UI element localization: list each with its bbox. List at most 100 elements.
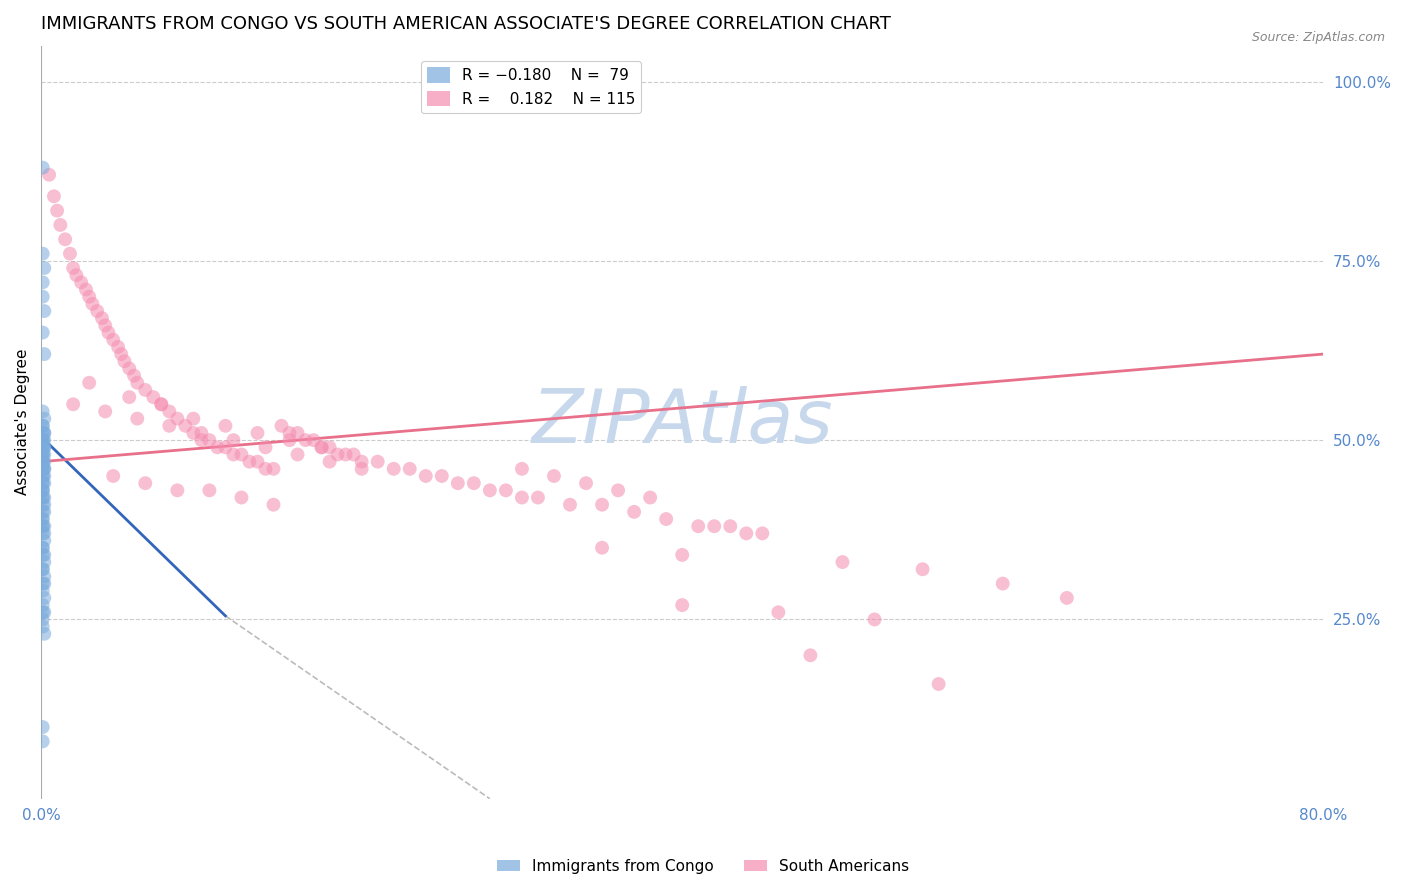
Point — [118, 361, 141, 376]
Point — [62, 260, 84, 275]
Point — [70, 276, 93, 290]
Point — [31, 619, 53, 633]
Point — [31, 720, 53, 734]
Point — [430, 469, 453, 483]
Point — [350, 455, 373, 469]
Point — [31, 612, 53, 626]
Point — [463, 476, 485, 491]
Point — [495, 483, 517, 498]
Point — [110, 347, 132, 361]
Point — [59, 246, 82, 260]
Point — [671, 548, 693, 562]
Point — [335, 448, 357, 462]
Point — [768, 605, 790, 619]
Point — [166, 483, 188, 498]
Point — [91, 311, 114, 326]
Point — [34, 469, 56, 483]
Point — [343, 448, 366, 462]
Point — [31, 462, 53, 476]
Point — [34, 425, 56, 440]
Text: Source: ZipAtlas.com: Source: ZipAtlas.com — [1251, 31, 1385, 45]
Point — [31, 469, 53, 483]
Point — [53, 232, 76, 246]
Point — [94, 318, 117, 333]
Point — [34, 498, 56, 512]
Point — [34, 448, 56, 462]
Point — [31, 455, 53, 469]
Point — [34, 455, 56, 469]
Point — [34, 505, 56, 519]
Point — [198, 433, 221, 447]
Point — [207, 440, 229, 454]
Point — [318, 455, 340, 469]
Point — [34, 440, 56, 454]
Point — [287, 425, 309, 440]
Point — [31, 161, 53, 175]
Point — [31, 455, 53, 469]
Point — [34, 476, 56, 491]
Point — [718, 519, 741, 533]
Point — [231, 491, 253, 505]
Point — [751, 526, 773, 541]
Point — [31, 548, 53, 562]
Point — [31, 483, 53, 498]
Point — [31, 448, 53, 462]
Point — [31, 512, 53, 526]
Point — [31, 425, 53, 440]
Point — [318, 440, 340, 454]
Point — [42, 189, 65, 203]
Point — [831, 555, 853, 569]
Point — [31, 476, 53, 491]
Point — [270, 418, 292, 433]
Point — [65, 268, 87, 282]
Point — [263, 462, 285, 476]
Point — [31, 562, 53, 576]
Point — [34, 462, 56, 476]
Point — [107, 340, 129, 354]
Point — [510, 462, 533, 476]
Point — [114, 354, 136, 368]
Point — [34, 260, 56, 275]
Point — [703, 519, 725, 533]
Text: ZIPAtlas: ZIPAtlas — [531, 386, 832, 458]
Point — [150, 397, 173, 411]
Point — [31, 476, 53, 491]
Point — [31, 526, 53, 541]
Point — [134, 383, 156, 397]
Point — [127, 376, 149, 390]
Point — [103, 469, 125, 483]
Point — [231, 448, 253, 462]
Point — [382, 462, 405, 476]
Point — [222, 433, 245, 447]
Point — [31, 448, 53, 462]
Point — [34, 555, 56, 569]
Point — [75, 283, 97, 297]
Point — [31, 455, 53, 469]
Point — [157, 404, 180, 418]
Point — [31, 418, 53, 433]
Point — [591, 498, 613, 512]
Point — [34, 526, 56, 541]
Point — [31, 541, 53, 555]
Point — [198, 483, 221, 498]
Point — [398, 462, 420, 476]
Point — [575, 476, 598, 491]
Legend: R = −0.180    N =  79, R =    0.182    N = 115: R = −0.180 N = 79, R = 0.182 N = 115 — [420, 61, 641, 112]
Point — [34, 440, 56, 454]
Point — [367, 455, 389, 469]
Point — [49, 218, 72, 232]
Point — [1056, 591, 1078, 605]
Point — [527, 491, 550, 505]
Point — [38, 168, 60, 182]
Point — [31, 326, 53, 340]
Point — [31, 598, 53, 612]
Point — [34, 533, 56, 548]
Point — [294, 433, 316, 447]
Point — [863, 612, 886, 626]
Point — [31, 290, 53, 304]
Point — [31, 483, 53, 498]
Point — [31, 276, 53, 290]
Point — [254, 440, 277, 454]
Point — [254, 462, 277, 476]
Point — [31, 734, 53, 748]
